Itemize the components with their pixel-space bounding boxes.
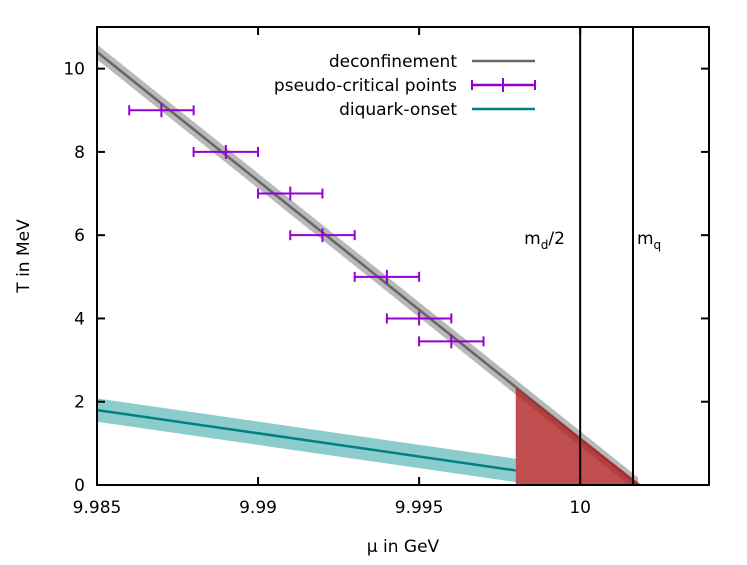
y-axis-label: T in MeV <box>14 219 34 294</box>
y-tick-label: 6 <box>74 226 85 246</box>
excluded-region <box>515 387 642 485</box>
data-point <box>192 144 260 159</box>
data-point <box>289 228 356 243</box>
x-tick-label: 10 <box>569 498 591 518</box>
data-point <box>385 311 453 326</box>
legend-label: diquark-onset <box>339 100 457 120</box>
legend: deconfinement pseudo-critical points diqua… <box>274 52 536 120</box>
y-tick-label: 0 <box>74 476 85 496</box>
y-tick-label: 10 <box>63 60 85 80</box>
x-tick-label: 9.985 <box>73 498 122 518</box>
legend-label: pseudo-critical points <box>274 76 457 96</box>
data-point <box>418 334 485 349</box>
legend-label: deconfinement <box>329 52 458 72</box>
data-point <box>353 269 421 284</box>
plot-frame <box>96 26 710 486</box>
data-point <box>128 103 195 118</box>
y-tick-label: 2 <box>74 393 85 413</box>
x-tick-label: 9.99 <box>239 498 277 518</box>
y-tick-label: 4 <box>74 309 85 329</box>
vline-label-1: mq <box>637 229 661 252</box>
diquark-onset-line <box>97 408 516 472</box>
data-point <box>257 186 324 201</box>
x-tick-label: 9.995 <box>395 498 444 518</box>
vline-label-0: md/2 <box>524 229 565 252</box>
y-tick-label: 8 <box>74 143 85 163</box>
deconfinement-band <box>97 44 639 485</box>
x-axis-label: μ in GeV <box>367 537 440 557</box>
